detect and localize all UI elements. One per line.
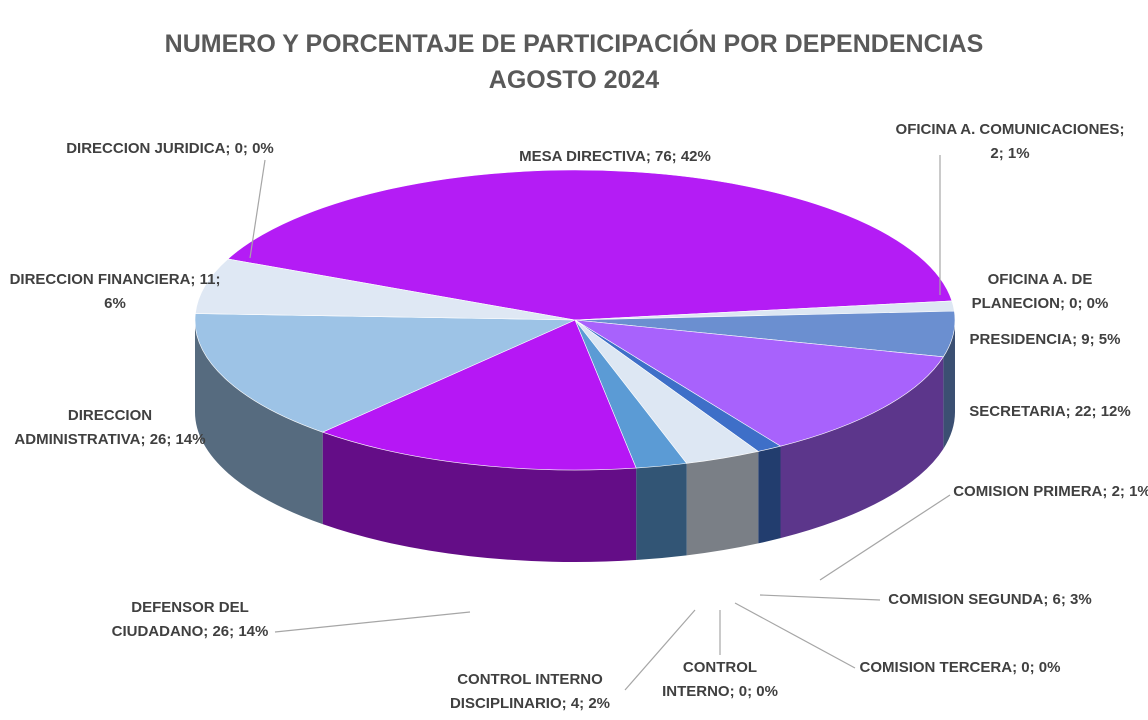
data-label: CONTROL INTERNO DISCIPLINARIO; 4; 2% <box>449 671 611 712</box>
data-label: SECRETARIA; 22; 12% <box>969 403 1131 420</box>
leader-line <box>624 609 696 691</box>
data-label: DIRECCION FINANCIERA; 11; 6% <box>9 271 221 312</box>
label-value: 2 <box>1111 483 1120 500</box>
label-name: OFICINA A. COMUNICACIONES <box>895 121 1120 138</box>
label-name: MESA DIRECTIVA <box>519 148 646 165</box>
label-name: OFICINA A. DE PLANECION <box>971 271 1093 312</box>
leader-line <box>249 159 266 259</box>
data-label: OFICINA A. COMUNICACIONES; 2; 1% <box>895 121 1125 162</box>
slice-side <box>686 451 759 556</box>
label-percent: 5% <box>1098 331 1121 348</box>
label-percent: 0% <box>1086 295 1109 312</box>
data-label: CONTROL INTERNO; 0; 0% <box>662 659 778 700</box>
slice <box>194 313 576 433</box>
label-name: SECRETARIA <box>969 403 1066 420</box>
label-percent: 14% <box>238 623 269 640</box>
label-percent: 3% <box>1070 591 1092 608</box>
data-label: DIRECCION JURIDICA; 0; 0% <box>66 140 274 157</box>
label-name: CONTROL INTERNO <box>662 659 758 700</box>
chart-title: NUMERO Y PORCENTAJE DE PARTICIPACIÓN POR… <box>164 30 984 58</box>
label-percent: 42% <box>680 148 711 165</box>
label-percent: 6% <box>104 295 126 312</box>
label-name: PRESIDENCIA <box>969 331 1073 348</box>
data-label: PRESIDENCIA; 9; 5% <box>969 331 1121 348</box>
label-value: 11 <box>199 271 216 288</box>
data-label: DIRECCION ADMINISTRATIVA; 26; 14% <box>14 407 206 448</box>
label-name: DIRECCION JURIDICA <box>66 140 226 157</box>
data-label: COMISION SEGUNDA; 6; 3% <box>888 591 1092 608</box>
slice-side <box>322 432 637 562</box>
slice <box>227 169 953 321</box>
slice-side <box>780 356 944 539</box>
label-percent: 12% <box>1100 403 1131 420</box>
label-percent: 0% <box>252 140 274 157</box>
slice <box>321 319 637 471</box>
label-value: 76 <box>654 148 672 165</box>
label-value: 6 <box>1052 591 1061 608</box>
data-label: OFICINA A. DE PLANECION; 0; 0% <box>971 271 1109 312</box>
chart-subtitle: AGOSTO 2024 <box>488 66 660 94</box>
label-value: 0 <box>234 140 243 157</box>
label-value: 4 <box>570 695 580 712</box>
label-value: 0 <box>1069 295 1078 312</box>
label-name: COMISION TERCERA <box>859 659 1013 676</box>
label-name: CONTROL INTERNO DISCIPLINARIO <box>449 671 603 712</box>
label-name: DIRECCION ADMINISTRATIVA <box>14 407 153 448</box>
data-label: COMISION TERCERA; 0; 0% <box>859 659 1061 676</box>
label-value: 22 <box>1074 403 1092 420</box>
label-name: COMISION SEGUNDA <box>888 591 1044 608</box>
label-percent: 14% <box>175 431 206 448</box>
data-label: MESA DIRECTIVA; 76; 42% <box>519 148 711 165</box>
data-label: DEFENSOR DEL CIUDADANO; 26; 14% <box>111 599 269 640</box>
label-value: 9 <box>1081 331 1090 348</box>
label-name: DEFENSOR DEL CIUDADANO <box>111 599 249 640</box>
label-value: 26 <box>149 431 167 448</box>
label-percent: 1% <box>1129 483 1148 500</box>
leader-line <box>759 594 881 601</box>
leader-line <box>819 494 951 581</box>
label-value: 0 <box>738 683 748 700</box>
label-percent: 0% <box>1038 659 1061 676</box>
leader-line <box>734 602 856 669</box>
data-label: COMISION PRIMERA; 2; 1% <box>952 480 1148 504</box>
label-name: COMISION PRIMERA <box>953 483 1103 500</box>
slice-side <box>195 320 323 525</box>
label-percent: 0% <box>756 683 778 700</box>
slice-side <box>758 446 781 544</box>
slice <box>195 258 576 321</box>
label-percent: 1% <box>1007 145 1030 162</box>
label-name: DIRECCION FINANCIERA <box>9 271 191 288</box>
label-percent: 2% <box>588 695 611 712</box>
label-value: 2 <box>990 145 999 162</box>
slice-side <box>636 463 687 561</box>
label-value: 26 <box>212 623 230 640</box>
slice <box>574 319 944 447</box>
leader-line <box>274 611 471 633</box>
label-value: 0 <box>1021 659 1030 676</box>
